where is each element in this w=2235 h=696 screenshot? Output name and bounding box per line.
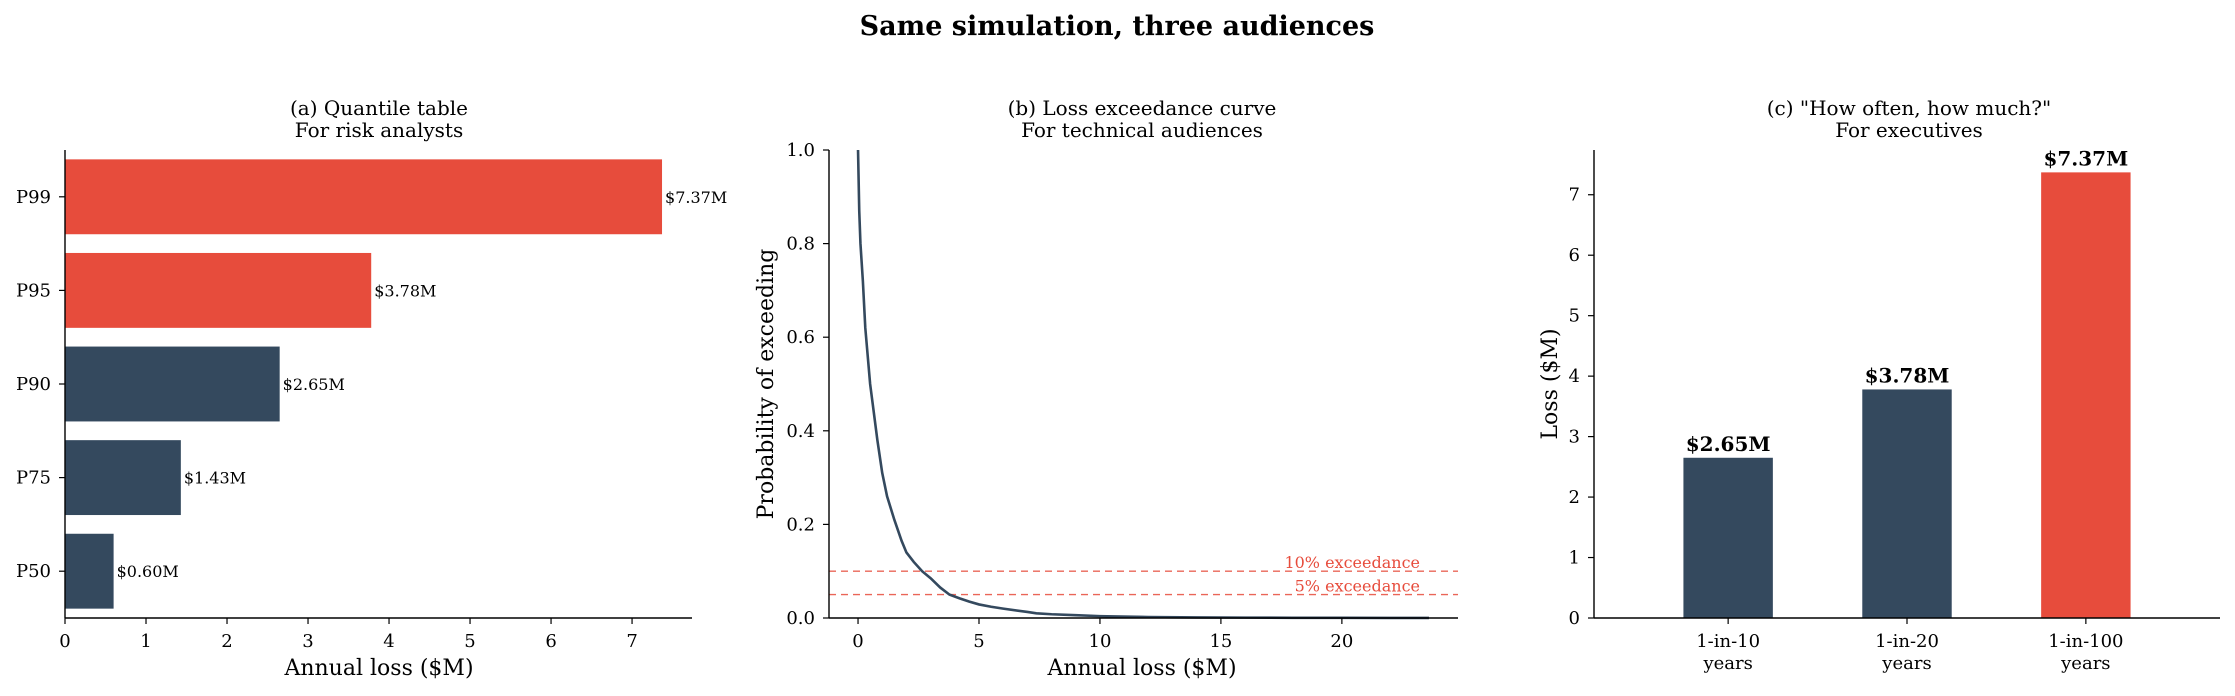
panel-b-xlabel: Annual loss ($M)	[1046, 656, 1236, 681]
bar-p95	[65, 252, 372, 328]
bar-value-label: $2.65M	[1686, 432, 1771, 456]
panel-c-ylabel: Loss ($M)	[1538, 328, 1563, 439]
x-tick-label: 2	[221, 631, 232, 652]
bar-1-in-100	[2041, 172, 2131, 619]
bar-value-label: $0.60M	[117, 562, 179, 581]
bar-p50	[65, 533, 114, 609]
bar-p90	[65, 346, 280, 422]
panel-b-ylabel: Probability of exceeding	[754, 249, 779, 520]
y-tick-label: 0.2	[786, 514, 815, 535]
x-tick-label: 5	[464, 631, 475, 652]
x-tick-label: 0	[59, 631, 70, 652]
bar-value-label: $1.43M	[184, 469, 246, 488]
x-tick-label: 5	[973, 631, 984, 652]
bar-value-label: $7.37M	[2043, 146, 2128, 170]
y-tick-label: 1.0	[786, 140, 815, 161]
figure-title: Same simulation, three audiences	[860, 11, 1375, 42]
x-tick-label: 3	[302, 631, 313, 652]
y-tick-label: 0.6	[786, 327, 815, 348]
panel-b-title: (b) Loss exceedance curve	[1008, 96, 1277, 120]
bar-value-label: $2.65M	[283, 375, 345, 394]
y-tick-label: P75	[16, 468, 51, 489]
bar-value-label: $3.78M	[1865, 363, 1950, 387]
x-tick-label: 20	[1330, 631, 1353, 652]
panel-a-title: (a) Quantile table	[290, 96, 468, 120]
y-tick-label: 6	[1569, 245, 1580, 266]
y-tick-label: 7	[1569, 185, 1580, 206]
y-tick-label: 4	[1569, 366, 1580, 387]
panel-a-quantile-table: (a) Quantile table For risk analysts Ann…	[16, 96, 727, 681]
x-tick-label: years	[2060, 653, 2110, 674]
x-tick-label: 0	[852, 631, 863, 652]
bar-p75	[65, 440, 181, 516]
x-tick-label: 4	[383, 631, 394, 652]
y-tick-label: P90	[16, 374, 51, 395]
bar-p99	[65, 159, 663, 235]
panel-b-exceedance-curve: (b) Loss exceedance curve For technical …	[754, 96, 1458, 681]
bar-1-in-20	[1862, 389, 1952, 618]
x-tick-label: 6	[545, 631, 556, 652]
y-tick-label: 5	[1569, 306, 1580, 327]
panel-c-title: (c) "How often, how much?"	[1767, 96, 2051, 120]
reference-line-label: 10% exceedance	[1284, 553, 1420, 572]
x-tick-label: 1-in-10	[1696, 631, 1760, 652]
x-tick-label: 10	[1089, 631, 1112, 652]
panel-b-subtitle: For technical audiences	[1021, 118, 1263, 142]
x-tick-label: 1-in-100	[2048, 631, 2123, 652]
y-tick-label: P99	[16, 187, 51, 208]
y-tick-label: 0.0	[786, 608, 815, 629]
x-tick-label: 1	[140, 631, 151, 652]
y-tick-label: 1	[1569, 548, 1580, 569]
x-tick-label: 15	[1209, 631, 1232, 652]
bar-value-label: $7.37M	[665, 188, 727, 207]
panel-a-xlabel: Annual loss ($M)	[283, 656, 473, 681]
y-tick-label: 0.4	[786, 421, 815, 442]
panel-a-subtitle: For risk analysts	[295, 118, 463, 142]
x-tick-label: years	[1702, 653, 1752, 674]
y-tick-label: 3	[1569, 427, 1580, 448]
exceedance-curve-line	[856, 149, 1429, 620]
y-tick-label: 0	[1569, 608, 1580, 629]
bar-value-label: $3.78M	[374, 281, 436, 300]
y-tick-label: 2	[1569, 487, 1580, 508]
panel-c-how-often-how-much: (c) "How often, how much?" For executive…	[1538, 96, 2220, 674]
reference-line-label: 5% exceedance	[1295, 577, 1420, 596]
y-tick-label: 0.8	[786, 234, 815, 255]
panel-c-subtitle: For executives	[1835, 118, 1983, 142]
y-tick-label: P50	[16, 561, 51, 582]
x-tick-label: 1-in-20	[1875, 631, 1939, 652]
bar-1-in-10	[1683, 457, 1773, 618]
y-tick-label: P95	[16, 280, 51, 301]
x-tick-label: 7	[626, 631, 637, 652]
x-tick-label: years	[1881, 653, 1931, 674]
